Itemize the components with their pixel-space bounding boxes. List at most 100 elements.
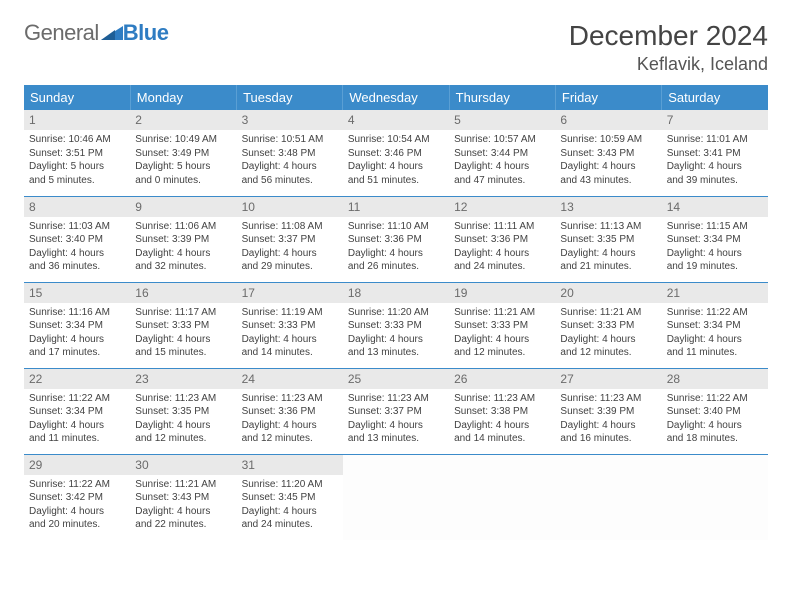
calendar-day-cell: . (343, 454, 449, 540)
day-daylight2: and 22 minutes. (135, 518, 231, 532)
day-daylight2: and 16 minutes. (560, 432, 656, 446)
day-number: 15 (24, 283, 130, 303)
calendar-day-cell: 31Sunrise: 11:20 AMSunset: 3:45 PMDaylig… (237, 454, 343, 540)
day-sunrise: Sunrise: 11:03 AM (29, 220, 125, 234)
day-sunset: Sunset: 3:34 PM (667, 233, 763, 247)
day-sunrise: Sunrise: 11:16 AM (29, 306, 125, 320)
calendar-week-row: 15 Sunrise: 11:16 AM Sunset: 3:34 PM Daylig… (24, 282, 768, 368)
day-sunset: Sunset: 3:33 PM (242, 319, 338, 333)
weekday-header: Monday (130, 85, 236, 110)
calendar-day-cell: 11Sunrise: 11:10 AMSunset: 3:36 PMDaylig… (343, 196, 449, 282)
day-daylight1: Daylight: 4 hours (454, 333, 550, 347)
day-sunrise: Sunrise: 11:01 AM (667, 133, 763, 147)
day-daylight1: Daylight: 4 hours (242, 160, 338, 174)
day-daylight2: and 11 minutes. (29, 432, 125, 446)
calendar-day-cell: 15Sunrise: 11:16 AMSunset: 3:34 PMDaylig… (24, 282, 130, 368)
day-number: 22 (24, 369, 130, 389)
day-daylight2: and 12 minutes. (454, 346, 550, 360)
calendar-day-cell: 22Sunrise: 11:22 AMSunset: 3:34 PMDaylig… (24, 368, 130, 454)
day-sunrise: Sunrise: 11:19 AM (242, 306, 338, 320)
calendar-day-cell: 7Sunrise: 11:01 AMSunset: 3:41 PMDayligh… (662, 110, 768, 196)
day-daylight2: and 21 minutes. (560, 260, 656, 274)
weekday-header: Sunday (24, 85, 130, 110)
day-daylight1: Daylight: 4 hours (135, 247, 231, 261)
title-block: December 2024 Keflavik, Iceland (569, 20, 768, 75)
day-sunset: Sunset: 3:40 PM (667, 405, 763, 419)
weekday-header: Saturday (662, 85, 768, 110)
day-number: 26 (449, 369, 555, 389)
calendar-day-cell: 6Sunrise: 10:59 AMSunset: 3:43 PMDayligh… (555, 110, 661, 196)
day-daylight1: Daylight: 4 hours (348, 419, 444, 433)
day-number: 9 (130, 197, 236, 217)
day-daylight2: and 19 minutes. (667, 260, 763, 274)
calendar-day-cell: 4Sunrise: 10:54 AMSunset: 3:46 PMDayligh… (343, 110, 449, 196)
logo-text-blue: Blue (123, 20, 169, 46)
logo-triangle-icon (101, 20, 123, 46)
day-sunrise: Sunrise: 11:06 AM (135, 220, 231, 234)
day-daylight1: Daylight: 4 hours (135, 333, 231, 347)
day-sunset: Sunset: 3:35 PM (560, 233, 656, 247)
day-sunset: Sunset: 3:41 PM (667, 147, 763, 161)
day-number: 19 (449, 283, 555, 303)
day-daylight1: Daylight: 4 hours (29, 419, 125, 433)
day-daylight2: and 39 minutes. (667, 174, 763, 188)
day-daylight2: and 24 minutes. (454, 260, 550, 274)
day-sunrise: Sunrise: 11:23 AM (242, 392, 338, 406)
day-daylight1: Daylight: 4 hours (667, 419, 763, 433)
day-sunrise: Sunrise: 11:20 AM (348, 306, 444, 320)
day-sunrise: Sunrise: 10:57 AM (454, 133, 550, 147)
day-sunset: Sunset: 3:33 PM (454, 319, 550, 333)
day-number: 5 (449, 110, 555, 130)
calendar-day-cell: 23Sunrise: 11:23 AMSunset: 3:35 PMDaylig… (130, 368, 236, 454)
day-daylight1: Daylight: 4 hours (560, 419, 656, 433)
calendar-table: SundayMondayTuesdayWednesdayThursdayFrid… (24, 85, 768, 540)
calendar-day-cell: 27Sunrise: 11:23 AMSunset: 3:39 PMDaylig… (555, 368, 661, 454)
day-sunset: Sunset: 3:34 PM (667, 319, 763, 333)
day-sunset: Sunset: 3:33 PM (560, 319, 656, 333)
day-daylight1: Daylight: 4 hours (348, 333, 444, 347)
day-sunset: Sunset: 3:38 PM (454, 405, 550, 419)
day-number: 25 (343, 369, 449, 389)
day-daylight1: Daylight: 4 hours (29, 333, 125, 347)
day-number: 16 (130, 283, 236, 303)
location-label: Keflavik, Iceland (569, 54, 768, 75)
day-sunrise: Sunrise: 11:13 AM (560, 220, 656, 234)
calendar-week-row: 1Sunrise: 10:46 AMSunset: 3:51 PMDayligh… (24, 110, 768, 196)
calendar-week-row: 8Sunrise: 11:03 AMSunset: 3:40 PMDayligh… (24, 196, 768, 282)
logo-text-general: General (24, 20, 99, 46)
calendar-day-cell: 13Sunrise: 11:13 AMSunset: 3:35 PMDaylig… (555, 196, 661, 282)
day-daylight1: Daylight: 4 hours (242, 419, 338, 433)
day-daylight2: and 12 minutes. (135, 432, 231, 446)
day-number: 18 (343, 283, 449, 303)
day-sunrise: Sunrise: 10:51 AM (242, 133, 338, 147)
day-number: 29 (24, 455, 130, 475)
day-sunrise: Sunrise: 11:23 AM (454, 392, 550, 406)
day-sunset: Sunset: 3:43 PM (560, 147, 656, 161)
day-daylight1: Daylight: 4 hours (135, 419, 231, 433)
day-sunrise: Sunrise: 10:49 AM (135, 133, 231, 147)
day-sunset: Sunset: 3:33 PM (348, 319, 444, 333)
day-daylight2: and 18 minutes. (667, 432, 763, 446)
calendar-day-cell: 29Sunrise: 11:22 AMSunset: 3:42 PMDaylig… (24, 454, 130, 540)
weekday-header: Friday (555, 85, 661, 110)
calendar-day-cell: 20Sunrise: 11:21 AMSunset: 3:33 PMDaylig… (555, 282, 661, 368)
day-sunrise: Sunrise: 11:17 AM (135, 306, 231, 320)
day-sunset: Sunset: 3:51 PM (29, 147, 125, 161)
day-number: 24 (237, 369, 343, 389)
day-sunset: Sunset: 3:49 PM (135, 147, 231, 161)
day-number: 31 (237, 455, 343, 475)
day-number: 30 (130, 455, 236, 475)
calendar-day-cell: 19Sunrise: 11:21 AMSunset: 3:33 PMDaylig… (449, 282, 555, 368)
calendar-day-cell: . (555, 454, 661, 540)
day-number: 27 (555, 369, 661, 389)
calendar-day-cell: 2Sunrise: 10:49 AMSunset: 3:49 PMDayligh… (130, 110, 236, 196)
calendar-day-cell: 9Sunrise: 11:06 AMSunset: 3:39 PMDayligh… (130, 196, 236, 282)
day-sunset: Sunset: 3:37 PM (348, 405, 444, 419)
day-daylight2: and 26 minutes. (348, 260, 444, 274)
day-daylight2: and 43 minutes. (560, 174, 656, 188)
calendar-day-cell: 30Sunrise: 11:21 AMSunset: 3:43 PMDaylig… (130, 454, 236, 540)
day-number: 20 (555, 283, 661, 303)
day-sunrise: Sunrise: 11:22 AM (667, 392, 763, 406)
day-sunset: Sunset: 3:43 PM (135, 491, 231, 505)
day-sunrise: Sunrise: 10:46 AM (29, 133, 125, 147)
